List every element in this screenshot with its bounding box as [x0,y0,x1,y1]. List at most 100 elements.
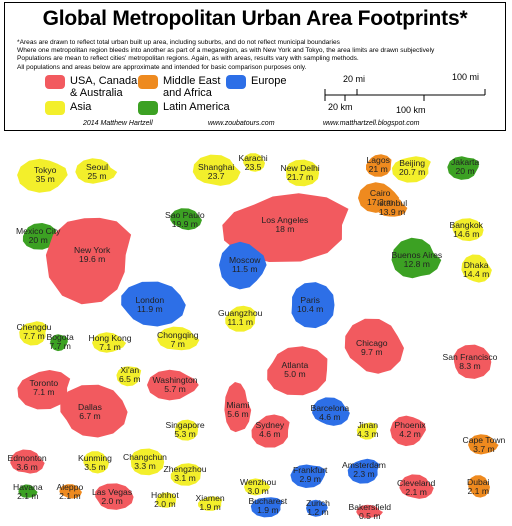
city-name: Paris [300,295,320,305]
city-population: 19.6 m [79,254,106,264]
city-population: 2.1 m [59,491,81,501]
city-population: 23.5 [244,162,262,172]
city-population: 8.3 m [459,361,481,371]
city-population: 12.8 m [403,259,430,269]
city-label-zhengzhou: Zhengzhou 3.1 m [164,465,207,483]
city-label-shanghai: Shanghai 23.7 [198,163,234,181]
city-name: Dallas [78,402,102,412]
city-label-tokyo: Tokyo 35 m [34,166,56,184]
city-population: 3.3 m [134,461,156,471]
city-population: 1.2 m [307,507,329,517]
city-name: Las Vegas [92,487,133,497]
city-name: Atlanta [281,360,309,370]
city-population: 3.6 m [16,462,38,472]
city-population: 18 m [275,224,295,234]
city-population: 20 m [28,235,48,245]
footprint-havana [18,484,38,498]
city-population: 13.9 m [378,207,406,217]
city-label-wenzhou: Wenzhou 3.0 m [240,478,276,496]
city-label-washington: Washington 5.7 m [153,376,198,394]
city-population: 3.1 m [174,473,196,483]
scale-label-mi: 20 mi [343,74,366,84]
footprint-singapore [174,419,198,441]
footprint-zurich [306,499,328,517]
header-panel: Global Metropolitan Urban Area Footprint… [4,2,506,131]
legend-swatch [45,101,65,115]
city-label-dallas: Dallas 6.7 m [78,403,102,421]
city-name: Toronto [29,378,59,388]
city-population: 3.7 m [473,444,495,454]
footprint-tokyo [17,158,68,193]
footprint-atlanta [267,346,328,396]
footprint-edmonton [10,449,45,474]
city-label-xi-an: Xi'an 6.5 m [119,366,141,384]
city-name: New York [74,245,111,255]
footprint-bangkok [452,218,484,242]
city-name: Phoenix [394,420,426,430]
footprint-shanghai [192,154,241,186]
city-name: Xiamen [195,493,225,503]
city-name: Barcelona [310,403,350,413]
city-population: 21.7 m [286,172,314,182]
city-label-hohhot: Hohhot 2.0 m [151,491,179,509]
footprint-dubai [468,475,490,498]
city-population: 11.9 m [137,304,163,314]
city-name: Bakersfield [348,502,392,512]
city-label-beijing: Beijing 20.7 m [399,159,425,177]
city-label-sydney: Sydney 4.6 m [256,421,285,439]
city-label-xiamen: Xiamen 1.9 m [196,494,225,512]
footnotes: *Areas are drawn to reflect total urban … [17,39,434,72]
city-label-dhaka: Dhaka 14.4 m [463,261,489,279]
city-name: Cleveland [397,478,436,488]
footprint-xi-an [116,366,142,387]
credit-site: www.matthartzell.blogspot.com [323,120,420,127]
city-label-buenos-aires: Buenos Aires 12.8 m [392,251,443,269]
city-label-edmonton: Edmonton 3.6 m [8,454,47,472]
city-population: 5.6 m [227,409,249,419]
city-name: Kunming [78,453,112,463]
footprint-bakersfield [356,504,383,519]
city-name: Xi'an [120,365,140,375]
footprint-jakarta [447,156,479,180]
legend-swatch [226,75,246,89]
footprint-dhaka [461,254,492,283]
city-population: 7.7 m [49,341,71,351]
city-name: Sao Paulo [165,210,205,220]
city-population: 17.3 m [367,197,394,207]
city-label-kunming: Kunming 3.5 m [78,454,112,472]
city-name: Chengdu [16,322,52,332]
footprint-beijing [391,156,431,183]
footprint-amsterdam [347,458,380,484]
city-population: 23.7 [207,171,225,181]
footprint-kunming [83,451,109,474]
city-label-new-delhi: New Delhi 21.7 m [281,164,320,182]
footprint-changchun [130,448,165,476]
city-name: London [135,295,165,305]
city-population: 2.3 m [353,469,375,479]
city-population: 2.9 m [299,474,321,484]
city-label-jakarta: Jakarta 20 m [451,158,479,176]
city-name: Shanghai [198,162,235,172]
city-name: Lagos [366,155,390,165]
city-population: 20 m [455,166,475,176]
city-label-lagos: Lagos 21 m [367,156,390,174]
city-population: 7 m [170,339,185,349]
credit-site: www.zoubatours.com [208,120,275,127]
urban-footprints-map [10,153,499,519]
city-population: 2.1 m [467,486,489,496]
city-label-hong-kong: Hong Kong 7.1 m [89,334,132,352]
city-name: Chongqing [157,330,199,340]
legend-swatch [138,101,158,115]
city-label-los-angeles: Los Angeles 18 m [262,216,309,234]
city-name: Seoul [86,162,108,172]
footprint-wenzhou [244,478,271,496]
scale-bar [324,89,486,101]
city-name: Buenos Aires [391,250,443,260]
city-name: Guangzhou [218,308,263,318]
city-label-toronto: Toronto 7.1 m [30,379,59,397]
city-label-miami: Miami 5.6 m [227,401,250,419]
city-label-guangzhou: Guangzhou 11.1 m [218,309,262,327]
city-population: 4.6 m [319,412,341,422]
city-label-jinan: Jinan 4.3 m [357,421,379,439]
footprint-istanbul [376,196,408,217]
